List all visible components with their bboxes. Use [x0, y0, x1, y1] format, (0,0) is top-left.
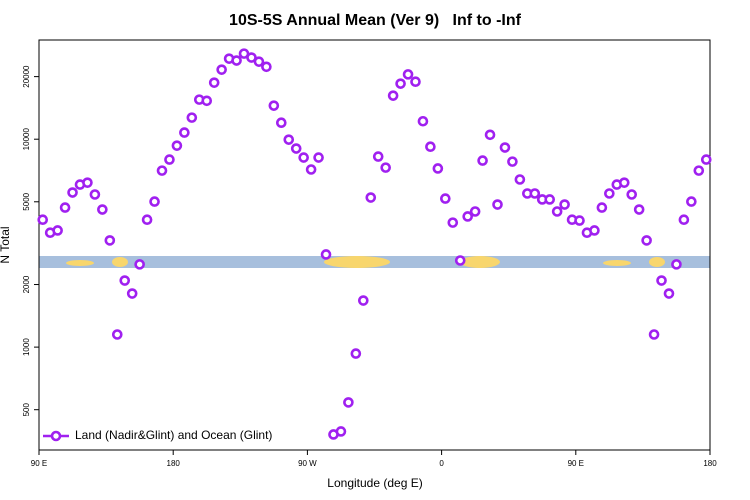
x-tick-label: 90 E: [31, 459, 47, 468]
point: [529, 188, 541, 199]
point: [276, 117, 287, 129]
point: [380, 162, 391, 173]
point: [514, 174, 526, 185]
point: [261, 61, 272, 73]
point: [656, 275, 667, 286]
point: [37, 214, 49, 226]
point: [305, 164, 317, 175]
point: [134, 259, 145, 270]
y-axis-label: N Total: [0, 226, 12, 263]
point: [544, 194, 556, 205]
point: [350, 348, 362, 359]
map-strip: [39, 256, 710, 268]
point: [648, 329, 660, 340]
legend-marker: [50, 430, 62, 442]
point: [372, 151, 384, 162]
point: [149, 196, 160, 207]
y-tick-label: 5000: [22, 192, 31, 210]
point: [186, 112, 198, 123]
point: [618, 177, 630, 188]
point: [156, 165, 168, 176]
point: [671, 259, 682, 270]
point: [477, 155, 488, 166]
point: [231, 55, 242, 66]
x-axis-label: Longitude (deg E): [327, 476, 422, 490]
point: [693, 165, 705, 176]
point: [425, 141, 436, 153]
point: [432, 163, 444, 174]
point: [82, 177, 93, 188]
point: [574, 215, 585, 226]
point: [59, 202, 71, 213]
point: [604, 188, 615, 199]
point: [119, 275, 131, 286]
point: [343, 397, 354, 408]
plot-frame: [38, 39, 711, 451]
point: [395, 78, 406, 89]
point: [551, 206, 563, 217]
point: [320, 249, 332, 260]
chart-title: 10S-5S Annual Mean (Ver 9) Inf to -Inf: [229, 12, 522, 29]
point: [365, 192, 377, 203]
point: [484, 129, 496, 141]
x-tick-label: 90 W: [298, 459, 317, 468]
point: [208, 77, 220, 88]
point: [700, 154, 712, 165]
point: [499, 142, 511, 153]
point: [97, 204, 108, 215]
point: [179, 127, 190, 138]
x-tick-label: 0: [439, 459, 444, 468]
y-tick-label: 2000: [22, 275, 31, 293]
y-tick-label: 500: [22, 402, 31, 416]
point: [596, 202, 608, 213]
point: [253, 56, 265, 67]
point: [626, 189, 638, 200]
point: [559, 199, 570, 210]
point: [678, 214, 690, 226]
point: [410, 76, 421, 88]
point: [686, 196, 697, 207]
point: [268, 100, 280, 111]
point: [246, 52, 257, 63]
point: [462, 211, 473, 222]
point: [507, 156, 518, 167]
point: [454, 255, 466, 266]
point: [111, 329, 123, 340]
point: [67, 187, 78, 198]
x-tick-label: 180: [167, 459, 181, 468]
point: [469, 206, 481, 217]
y-tick-label: 10000: [22, 128, 31, 151]
x-tick-label: 90 E: [568, 459, 584, 468]
point: [402, 69, 414, 80]
point: [358, 295, 369, 306]
point: [89, 189, 101, 200]
point: [290, 143, 302, 154]
point: [417, 115, 429, 127]
point: [335, 426, 347, 437]
point: [171, 140, 183, 151]
point: [216, 64, 227, 75]
x-tick-label: 180: [703, 459, 717, 468]
point: [663, 288, 675, 299]
point: [141, 214, 153, 226]
point: [589, 225, 600, 236]
point: [440, 193, 451, 204]
point: [164, 154, 175, 165]
point: [633, 204, 645, 215]
point: [52, 225, 63, 236]
point: [641, 235, 652, 246]
point: [447, 217, 459, 228]
point: [313, 152, 324, 163]
legend-label: Land (Nadir&Glint) and Ocean (Glint): [75, 428, 272, 442]
y-tick-label: 1000: [22, 338, 31, 356]
point: [387, 90, 399, 101]
point: [201, 95, 213, 107]
point: [283, 134, 295, 145]
point: [126, 288, 138, 299]
y-tick-label: 20000: [22, 65, 31, 88]
point: [492, 199, 503, 210]
point: [298, 152, 309, 163]
point: [104, 235, 116, 246]
